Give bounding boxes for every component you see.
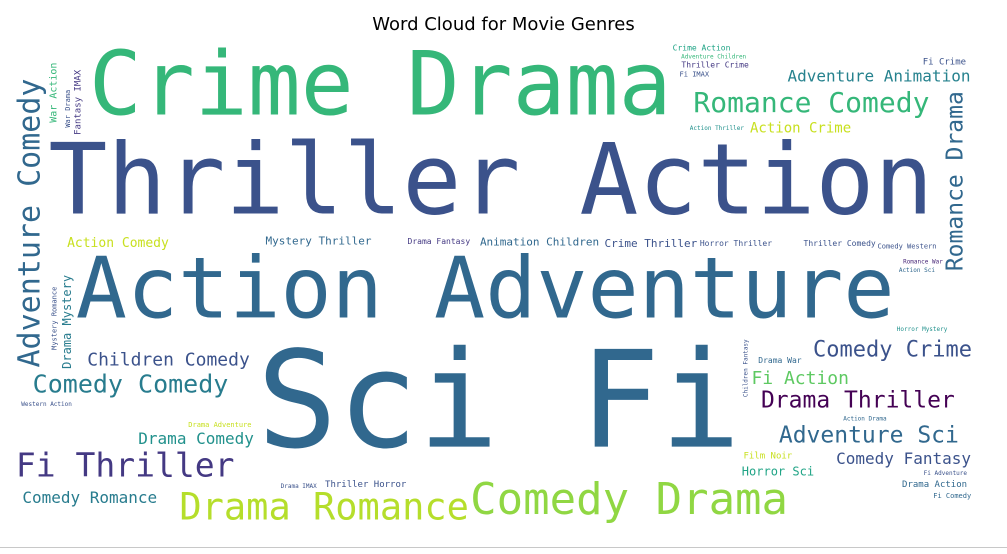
word-cloud-word: Drama IMAX: [281, 483, 318, 490]
word-cloud-word: Drama Adventure: [188, 421, 251, 429]
word-cloud-word: Horror Thriller: [700, 239, 772, 248]
word-cloud-word: Comedy Crime: [813, 338, 972, 363]
word-cloud-word: Crime Action: [673, 44, 731, 52]
word-cloud-word: Horror Sci: [742, 464, 814, 478]
word-cloud-word: Crime Thriller: [604, 237, 697, 250]
word-cloud-word: Action Drama: [843, 415, 887, 422]
word-cloud-word: Horror Mystery: [897, 326, 948, 333]
word-cloud-word: Drama Thriller: [761, 388, 955, 414]
word-cloud-word: War Action: [49, 63, 60, 123]
word-cloud-word: Fantasy IMAX: [74, 69, 84, 135]
word-cloud-word: Children Comedy: [87, 350, 250, 371]
word-cloud-word: Thriller Comedy: [804, 239, 876, 248]
word-cloud-word: Sci Fi: [257, 323, 741, 479]
word-cloud-word: Drama Mystery: [60, 275, 74, 369]
word-cloud-word: Adventure Comedy: [12, 79, 47, 368]
word-cloud-word: Drama Fantasy: [408, 237, 471, 246]
word-cloud-word: Drama War: [758, 356, 802, 365]
word-cloud-word: Fi Adventure: [924, 470, 968, 477]
word-cloud-word: Fi Thriller: [16, 446, 235, 485]
word-cloud-word: Western Action: [21, 401, 72, 408]
word-cloud-word: Action Adventure: [76, 239, 895, 338]
chart-title: Word Cloud for Movie Genres: [372, 14, 635, 35]
word-cloud-word: War Drama: [64, 90, 72, 128]
word-cloud-word: Action Thriller: [690, 125, 745, 132]
word-cloud-word: Comedy Romance: [22, 488, 157, 507]
word-cloud-word: Film Noir: [743, 452, 792, 462]
word-cloud-word: Mystery Romance: [51, 287, 59, 350]
word-cloud-word: Romance War: [903, 258, 943, 265]
word-cloud-word: Animation Children: [480, 235, 599, 248]
word-cloud-word: Comedy Fantasy: [836, 449, 971, 468]
word-cloud-word: Drama Comedy: [138, 429, 254, 448]
word-cloud-word: Children Fantasy: [743, 339, 750, 397]
word-cloud-word: Drama Romance: [179, 485, 469, 528]
word-cloud-word: Romance Drama: [942, 91, 968, 271]
word-cloud-word: Action Crime: [750, 120, 851, 136]
word-cloud-word: Fi Comedy: [933, 492, 971, 500]
word-cloud-word: Adventure Children: [681, 53, 746, 60]
word-cloud-word: Comedy Comedy: [33, 369, 229, 398]
word-cloud-word: Romance Comedy: [693, 86, 929, 119]
word-cloud-word: Mystery Thriller: [266, 235, 372, 248]
word-cloud-word: Thriller Action: [48, 123, 933, 237]
word-cloud: Action Adventure Thriller Action Sci Fi Cri…: [12, 44, 972, 528]
word-cloud-word: Comedy Drama: [470, 474, 788, 525]
word-cloud-word: Fi Crime: [923, 57, 966, 67]
word-cloud-word: Action Sci: [899, 267, 936, 274]
word-cloud-word: Thriller Crime: [681, 61, 749, 70]
word-cloud-word: Comedy Western: [878, 242, 937, 250]
bottom-divider: [0, 547, 1007, 548]
word-cloud-word: Action Comedy: [67, 236, 169, 251]
word-cloud-word: Fi IMAX: [680, 71, 710, 79]
word-cloud-word: Drama Action: [902, 480, 967, 490]
word-cloud-word: Fi Action: [751, 368, 849, 389]
word-cloud-word: Adventure Animation: [787, 67, 970, 86]
word-cloud-word: Thriller Horror: [325, 480, 407, 490]
word-cloud-word: Crime Drama: [89, 44, 672, 135]
word-cloud-word: Adventure Sci: [779, 422, 959, 448]
